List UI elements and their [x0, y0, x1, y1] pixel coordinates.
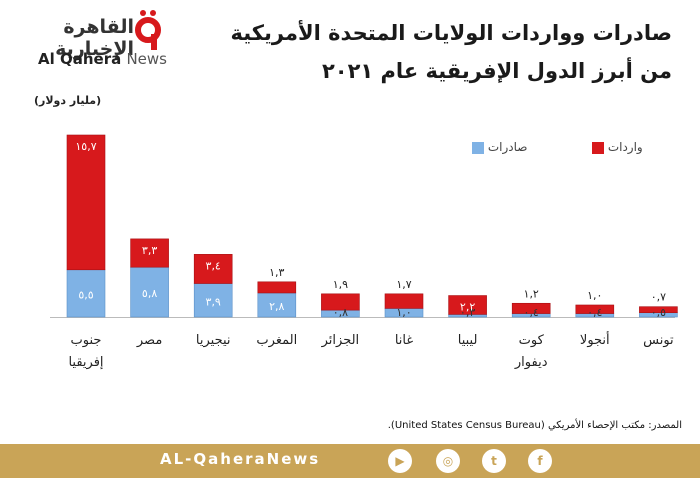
category-label-5: غانا [395, 333, 414, 348]
exports-value-label-5: ١,٠ [396, 306, 411, 319]
chart-title-line1: صادرات وواردات الولايات المتحدة الأمريكي… [230, 21, 672, 45]
imports-value-label-7: ١,٢ [524, 287, 539, 300]
stacked-bar-chart: ٥,٥ ١٥,٧ جنوب إفريقيا ٥,٨ ٣,٣ مصر ٣,٩ ٣,٤ نيجيريا… [50, 134, 678, 370]
imports-value-label-6: ٢,٢ [460, 301, 475, 314]
exports-value-label-8: ٠,٤ [587, 306, 602, 319]
chart-title-line2: من أبرز الدول الإفريقية عام ٢٠٢١ [321, 59, 672, 83]
bar-imports-0 [66, 134, 106, 271]
exports-value-label-9: ٠,٥ [651, 306, 666, 319]
exports-value-label-4: ٠,٨ [333, 306, 348, 319]
bar-imports-1 [130, 238, 169, 268]
exports-value-label-3: ٢,٨ [269, 300, 284, 313]
imports-value-label-5: ١,٧ [396, 278, 411, 291]
imports-value-label-1: ٣,٣ [142, 244, 157, 257]
imports-value-label-9: ٠,٧ [651, 291, 666, 304]
logo-arabic-text: القاهرة الإخبارية [55, 16, 134, 60]
exports-value-label-2: ٣,٩ [206, 295, 221, 308]
bar-exports-3 [257, 292, 297, 318]
bar-imports-8 [575, 304, 615, 314]
legend-exports-label: صادرات [487, 140, 528, 154]
youtube-glyph: ▶ [395, 454, 405, 468]
imports-value-label-4: ١,٩ [333, 278, 348, 291]
category-label-0: جنوب إفريقيا [68, 333, 103, 370]
al-qahera-logo: القاهرة الإخبارية Al Qahera News [38, 8, 168, 78]
bar-imports-3 [257, 281, 297, 294]
footer-site-name: AL-QaheraNews [160, 450, 321, 468]
category-label-2: نيجيريا [196, 333, 231, 348]
legend-imports-swatch [592, 141, 604, 154]
twitter-glyph: t [491, 454, 497, 468]
imports-value-label-8: ١,٠ [587, 289, 602, 302]
bar-imports-7 [511, 302, 551, 314]
exports-value-label-6: ٠,٣ [460, 306, 475, 319]
bar-imports-9 [639, 306, 678, 314]
youtube-icon[interactable]: ▶ [388, 449, 412, 473]
facebook-glyph: f [537, 454, 543, 468]
logo-english-text: Al Qahera News [38, 50, 167, 68]
logo-mark-icon [135, 10, 161, 50]
instagram-icon[interactable]: ◎ [436, 449, 460, 473]
instagram-glyph: ◎ [442, 454, 454, 468]
imports-value-label-2: ٣,٤ [206, 259, 221, 272]
imports-value-label-0: ١٥,٧ [75, 140, 96, 153]
category-label-6: ليبيا [458, 333, 478, 348]
unit-label: (مليار دولار) [34, 94, 102, 107]
bar-exports-0 [66, 269, 106, 318]
category-label-8: أنجولا [580, 331, 610, 348]
exports-value-label-7: ٠,٤ [524, 306, 539, 319]
chart-title: صادرات وواردات الولايات المتحدة الأمريكي… [202, 14, 672, 90]
category-label-3: المغرب [256, 333, 297, 348]
category-label-1: مصر [136, 333, 162, 348]
bar-imports-4 [321, 293, 360, 311]
bar-imports-5 [384, 293, 424, 309]
logo-english-main: Al Qahera [38, 50, 122, 68]
footer-bar: AL-QaheraNews f t ◎ ▶ [0, 444, 700, 478]
legend-imports-label: واردات [607, 140, 643, 154]
bar-exports-1 [130, 266, 169, 318]
category-label-9: تونس [643, 333, 674, 348]
facebook-icon[interactable]: f [528, 449, 552, 473]
imports-value-label-3: ١,٣ [269, 266, 284, 279]
legend-exports-swatch [472, 141, 484, 154]
legend-imports: واردات [588, 140, 643, 158]
source-note: المصدر: مكتب الإحصاء الأمريكي (United St… [387, 420, 682, 431]
bar-imports-2 [193, 254, 233, 284]
exports-value-label-0: ٥,٥ [78, 288, 93, 301]
category-label-4: الجزائر [321, 333, 360, 348]
exports-value-label-1: ٥,٨ [142, 287, 157, 300]
twitter-icon[interactable]: t [482, 449, 506, 473]
category-label-7: كوت ديفوار [514, 333, 548, 370]
legend-exports: صادرات [468, 140, 527, 158]
logo-english-news: News [126, 50, 167, 68]
bar-imports-6 [448, 295, 487, 315]
